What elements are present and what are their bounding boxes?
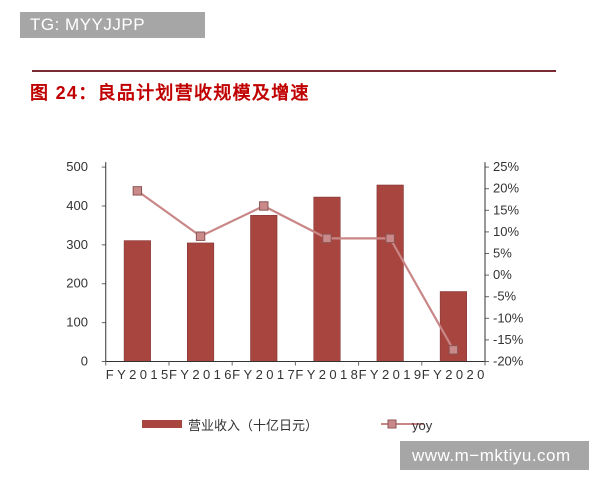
- svg-text:营业收入（十亿日元）: 营业收入（十亿日元）: [188, 418, 318, 433]
- svg-text:yoy: yoy: [412, 418, 433, 433]
